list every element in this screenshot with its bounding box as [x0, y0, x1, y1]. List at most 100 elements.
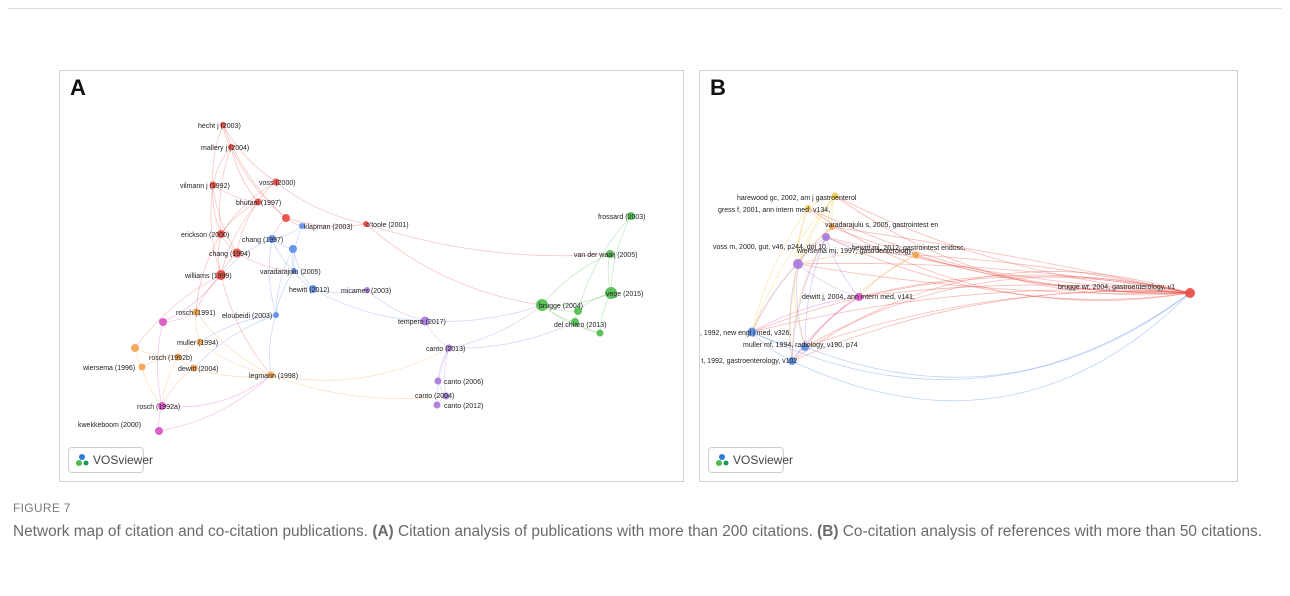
- network-node[interactable]: [220, 122, 226, 128]
- edge: [858, 284, 1191, 298]
- network-node[interactable]: [606, 250, 614, 258]
- network-node[interactable]: [138, 363, 146, 371]
- node-label: o'toole (2001): [366, 222, 409, 229]
- network-node[interactable]: [174, 353, 182, 361]
- network-node[interactable]: [291, 268, 297, 274]
- network-node[interactable]: [363, 221, 369, 227]
- node-label: vilmann j (1992): [180, 183, 230, 190]
- network-node[interactable]: [155, 427, 163, 435]
- edge: [212, 124, 224, 186]
- node-label: del chiaro (2013): [554, 322, 607, 329]
- edge: [825, 236, 1191, 294]
- panel-a-citation-map: hecht j (2003) mallery j (2004) vilmann j …: [59, 70, 684, 482]
- vosviewer-badge[interactable]: VOSviewer: [708, 447, 793, 473]
- network-node[interactable]: [801, 343, 809, 351]
- node-label: legmann (1998): [249, 373, 298, 380]
- network-node[interactable]: [282, 214, 290, 222]
- network-node[interactable]: [445, 344, 453, 352]
- network-node[interactable]: [855, 293, 863, 301]
- nodes-layer: [131, 122, 635, 435]
- network-node[interactable]: [159, 318, 167, 326]
- network-node[interactable]: [912, 251, 920, 259]
- edge: [807, 207, 1191, 294]
- network-node[interactable]: [829, 224, 835, 230]
- edge: [161, 367, 195, 407]
- network-node[interactable]: [822, 233, 830, 241]
- network-node[interactable]: [574, 307, 582, 315]
- edge: [791, 296, 860, 362]
- network-node[interactable]: [831, 192, 839, 200]
- network-node[interactable]: [605, 287, 617, 299]
- network-node[interactable]: [196, 338, 204, 346]
- network-node[interactable]: [268, 235, 276, 243]
- network-node[interactable]: [254, 198, 262, 206]
- edge: [161, 356, 179, 407]
- edge: [804, 296, 860, 348]
- edge: [797, 195, 836, 265]
- network-node[interactable]: [433, 401, 441, 409]
- network-node[interactable]: [192, 308, 200, 316]
- nodes-layer: [747, 192, 1195, 365]
- figure-frame: [8, 8, 1282, 589]
- edge: [541, 304, 601, 334]
- network-node[interactable]: [232, 248, 242, 258]
- network-node[interactable]: [131, 344, 139, 352]
- node-label: kwekkeboom (2000): [78, 422, 141, 429]
- node-label: dewitt j, 2004, ann intern med, v141,: [802, 294, 915, 301]
- edge: [365, 223, 611, 257]
- caption-a-marker: (A): [372, 523, 394, 540]
- network-node[interactable]: [1185, 288, 1195, 298]
- network-node[interactable]: [420, 316, 430, 326]
- network-node[interactable]: [788, 357, 796, 365]
- edge: [230, 146, 259, 203]
- edge: [793, 207, 809, 348]
- node-label: brugge (2004): [539, 303, 583, 310]
- network-node[interactable]: [434, 377, 442, 385]
- edge: [825, 236, 1191, 300]
- network-node[interactable]: [805, 205, 811, 211]
- network-node[interactable]: [793, 259, 803, 269]
- node-label: hewitt (2012): [289, 287, 329, 294]
- network-node[interactable]: [536, 299, 548, 311]
- network-node[interactable]: [228, 144, 234, 150]
- network-node[interactable]: [596, 329, 604, 337]
- network-node[interactable]: [216, 270, 226, 280]
- network-node[interactable]: [627, 212, 635, 220]
- network-node[interactable]: [299, 223, 305, 229]
- edge: [366, 289, 426, 322]
- network-node[interactable]: [747, 327, 757, 337]
- network-node[interactable]: [209, 181, 217, 189]
- edge: [220, 201, 259, 235]
- node-label: ch t, 1992, gastroenterology, v102: [700, 358, 797, 365]
- network-node[interactable]: [217, 230, 225, 238]
- edge: [195, 233, 222, 313]
- network-node[interactable]: [571, 318, 579, 326]
- network-node[interactable]: [190, 364, 198, 372]
- network-node[interactable]: [267, 371, 275, 379]
- network-node[interactable]: [273, 312, 279, 318]
- edge: [751, 195, 836, 333]
- edge: [268, 238, 277, 316]
- network-node[interactable]: [364, 287, 370, 293]
- caption-b-marker: (B): [817, 523, 839, 540]
- edge: [791, 271, 1191, 362]
- edge: [789, 195, 836, 362]
- node-label: eloubeidi (2003): [222, 313, 272, 320]
- node-label: hecht j (2003): [198, 123, 241, 130]
- network-node[interactable]: [309, 285, 317, 293]
- network-node[interactable]: [272, 178, 280, 186]
- network-node[interactable]: [442, 392, 450, 400]
- edge: [791, 292, 1191, 402]
- network-node[interactable]: [289, 245, 297, 253]
- caption-b-text: Co-citation analysis of references with …: [838, 523, 1262, 540]
- network-node[interactable]: [158, 402, 166, 410]
- vosviewer-badge[interactable]: VOSviewer: [68, 447, 153, 473]
- node-label: rosch (1992a): [137, 404, 180, 411]
- labels-layer: hecht j (2003) mallery j (2004) vilmann j …: [78, 123, 645, 429]
- edge: [269, 314, 277, 376]
- edge: [858, 274, 1191, 298]
- edge: [751, 226, 833, 333]
- edge: [212, 184, 259, 203]
- edge: [577, 215, 632, 312]
- edge: [751, 263, 799, 333]
